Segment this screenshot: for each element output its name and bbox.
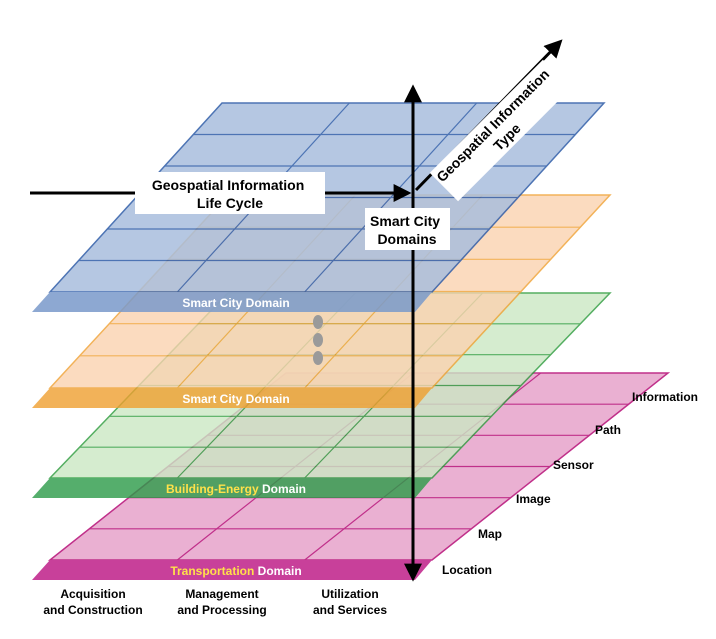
domain-label: Smart City Domains [370, 213, 444, 247]
type-tick-label: Information [632, 390, 698, 404]
type-tick-label: Location [442, 563, 492, 577]
layer-band [32, 478, 432, 498]
stage-label: Management and Processing [177, 587, 266, 617]
dot [313, 315, 323, 329]
layer-name: Domain [258, 564, 302, 578]
label-line: Acquisition [60, 587, 125, 601]
type-tick-label: Path [595, 423, 621, 437]
label-box [135, 172, 325, 214]
grid-line [304, 102, 478, 293]
dot [313, 351, 323, 365]
label-line: Geospatial Information [152, 177, 304, 193]
label-line: Life Cycle [197, 195, 263, 211]
label-line: Smart City [370, 213, 440, 229]
layer-highlight: Building-Energy [166, 482, 259, 496]
layers [32, 102, 671, 580]
label-line: Domains [377, 231, 436, 247]
stage-label: Acquisition and Construction [43, 587, 142, 617]
layer-label: Smart City Domain [182, 296, 289, 310]
type-tick-label: Sensor [553, 458, 594, 472]
layer-name: Smart City Domain [182, 296, 289, 310]
label-line: and Services [313, 603, 387, 617]
dot [313, 333, 323, 347]
stage-label: Utilization and Services [313, 587, 387, 617]
label-line: and Processing [177, 603, 266, 617]
layer-label: Smart City Domain [182, 392, 289, 406]
layer-label: Building-Energy Domain [166, 482, 306, 496]
type-tick-label: Map [478, 527, 502, 541]
type-tick-label: Image [516, 492, 551, 506]
layer-band [32, 388, 432, 408]
label-box [365, 208, 450, 250]
label-line: Utilization [321, 587, 378, 601]
lifecycle-label: Geospatial Information Life Cycle [152, 177, 308, 211]
label-line: and Construction [43, 603, 142, 617]
layer-band [32, 560, 432, 580]
layer-highlight: Transportation [170, 564, 254, 578]
labels: Smart City Domain Smart City Domain Buildi… [43, 296, 698, 617]
layer-name: Smart City Domain [182, 392, 289, 406]
layer-name: Domain [262, 482, 306, 496]
layer-label: Transportation Domain [170, 564, 301, 578]
label-line: Management [185, 587, 258, 601]
label-box [429, 59, 572, 202]
layer-band [32, 292, 432, 312]
